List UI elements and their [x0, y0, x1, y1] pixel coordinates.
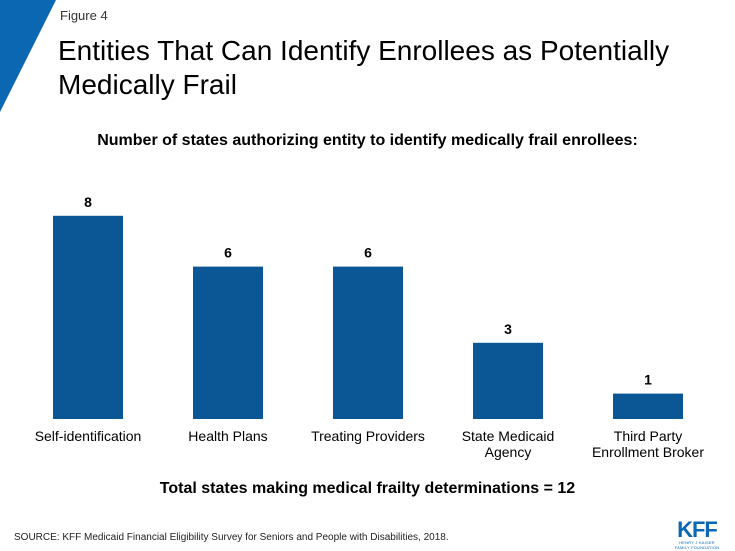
category-label-third-party-enrollment-broker-line-1: Third Party [614, 428, 682, 444]
data-label-health-plans: 6 [224, 245, 232, 261]
logo-mark: KFF [677, 517, 718, 542]
kff-logo: KFF HENRY J KAISER FAMILY FOUNDATION [669, 517, 725, 551]
total-note: Total states making medical frailty dete… [159, 480, 576, 497]
bar-state-medicaid-agency [473, 342, 543, 419]
category-label-state-medicaid-agency-line-2: Agency [485, 444, 532, 460]
chart-subtitle: Number of states authorizing entity to i… [97, 132, 638, 149]
category-label-state-medicaid-agency-line-1: State Medicaid [462, 428, 555, 444]
data-label-treating-providers: 6 [364, 245, 372, 261]
logo-line-1: HENRY J KAISER [679, 540, 715, 545]
category-label-self-identification: Self-identification [35, 428, 142, 444]
logo-line-2: FAMILY FOUNDATION [674, 545, 720, 550]
category-label-health-plans: Health Plans [188, 428, 267, 444]
data-label-state-medicaid-agency: 3 [504, 321, 512, 337]
category-label-third-party-enrollment-broker-line-2: Enrollment Broker [592, 444, 704, 460]
figure-label: Figure 4 [60, 8, 108, 23]
data-label-third-party-enrollment-broker: 1 [644, 372, 652, 388]
bar-health-plans [193, 266, 263, 419]
data-label-self-identification: 8 [84, 194, 92, 210]
bar-treating-providers [333, 266, 403, 419]
source-note: SOURCE: KFF Medicaid Financial Eligibili… [14, 532, 449, 543]
bar-self-identification [53, 215, 123, 419]
chart-title: Entities That Can Identify Enrollees as … [58, 35, 670, 100]
bar-third-party-enrollment-broker [613, 393, 683, 419]
category-label-treating-providers: Treating Providers [311, 428, 425, 444]
